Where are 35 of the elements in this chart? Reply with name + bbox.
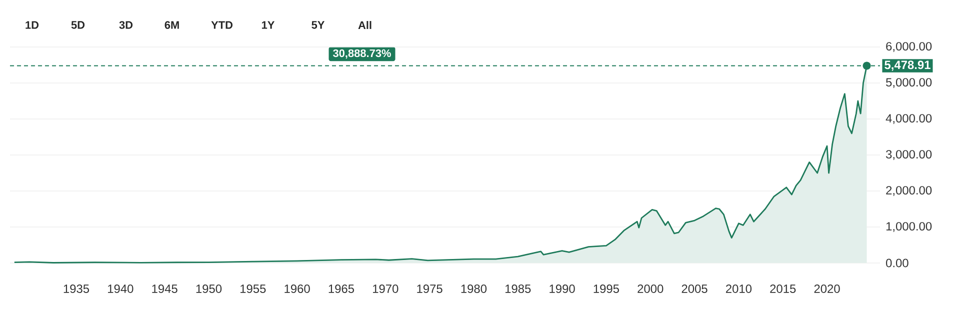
text: 5Y [312,21,325,29]
y-tick-label: 3,000.00 [886,150,932,160]
ref-line-label: 5,478.91 [884,60,930,71]
y-tick-label: 6,000.00 [886,42,932,52]
x-tick-label: 1975 [417,284,442,293]
x-tick-label: 1990 [550,284,575,293]
text: 1D [26,21,39,29]
x-tick-label: 1980 [461,284,487,293]
annotation: 30,888.73% [333,49,391,59]
x-tick-label: 1970 [373,284,398,293]
x-tick-label: 1995 [594,284,619,293]
x-tick-label: 1985 [505,284,531,293]
x-tick-label: 1945 [152,284,178,293]
x-tick-label: 1955 [240,284,266,293]
text: YTD [211,21,233,29]
text: 1Y [262,21,275,29]
x-tick-label: 1950 [196,284,222,293]
y-tick-label: 1,000.00 [886,222,932,232]
text: 3D [119,21,133,29]
text: All [358,21,372,29]
x-tick-label: 1965 [328,284,354,293]
x-tick-label: 2010 [726,284,752,293]
x-tick-label: 1935 [64,284,90,293]
x-tick-label: 2000 [638,284,664,293]
x-tick-label: 2020 [814,284,840,293]
y-tick-label: 5,000.00 [886,78,932,88]
x-tick-label: 2015 [770,284,796,293]
y-tick-label: 2,000.00 [886,186,932,196]
text: 6M [164,21,179,29]
x-tick-label: 1940 [108,284,134,293]
x-tick-label: 2005 [682,284,708,293]
text: 5D [71,21,85,29]
y-tick-label: 4,000.00 [886,114,932,124]
x-tick-label: 1960 [284,284,310,293]
y-tick-label: 0.00 [886,258,908,268]
